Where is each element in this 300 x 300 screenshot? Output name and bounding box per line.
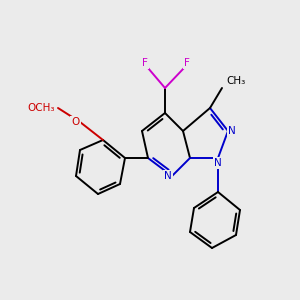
Text: N: N (228, 126, 236, 136)
Text: F: F (142, 58, 148, 68)
Text: CH₃: CH₃ (226, 76, 245, 86)
Text: O: O (72, 117, 80, 127)
Text: OCH₃: OCH₃ (28, 103, 55, 113)
Text: N: N (164, 171, 172, 181)
Text: F: F (184, 58, 190, 68)
Text: N: N (214, 158, 222, 168)
